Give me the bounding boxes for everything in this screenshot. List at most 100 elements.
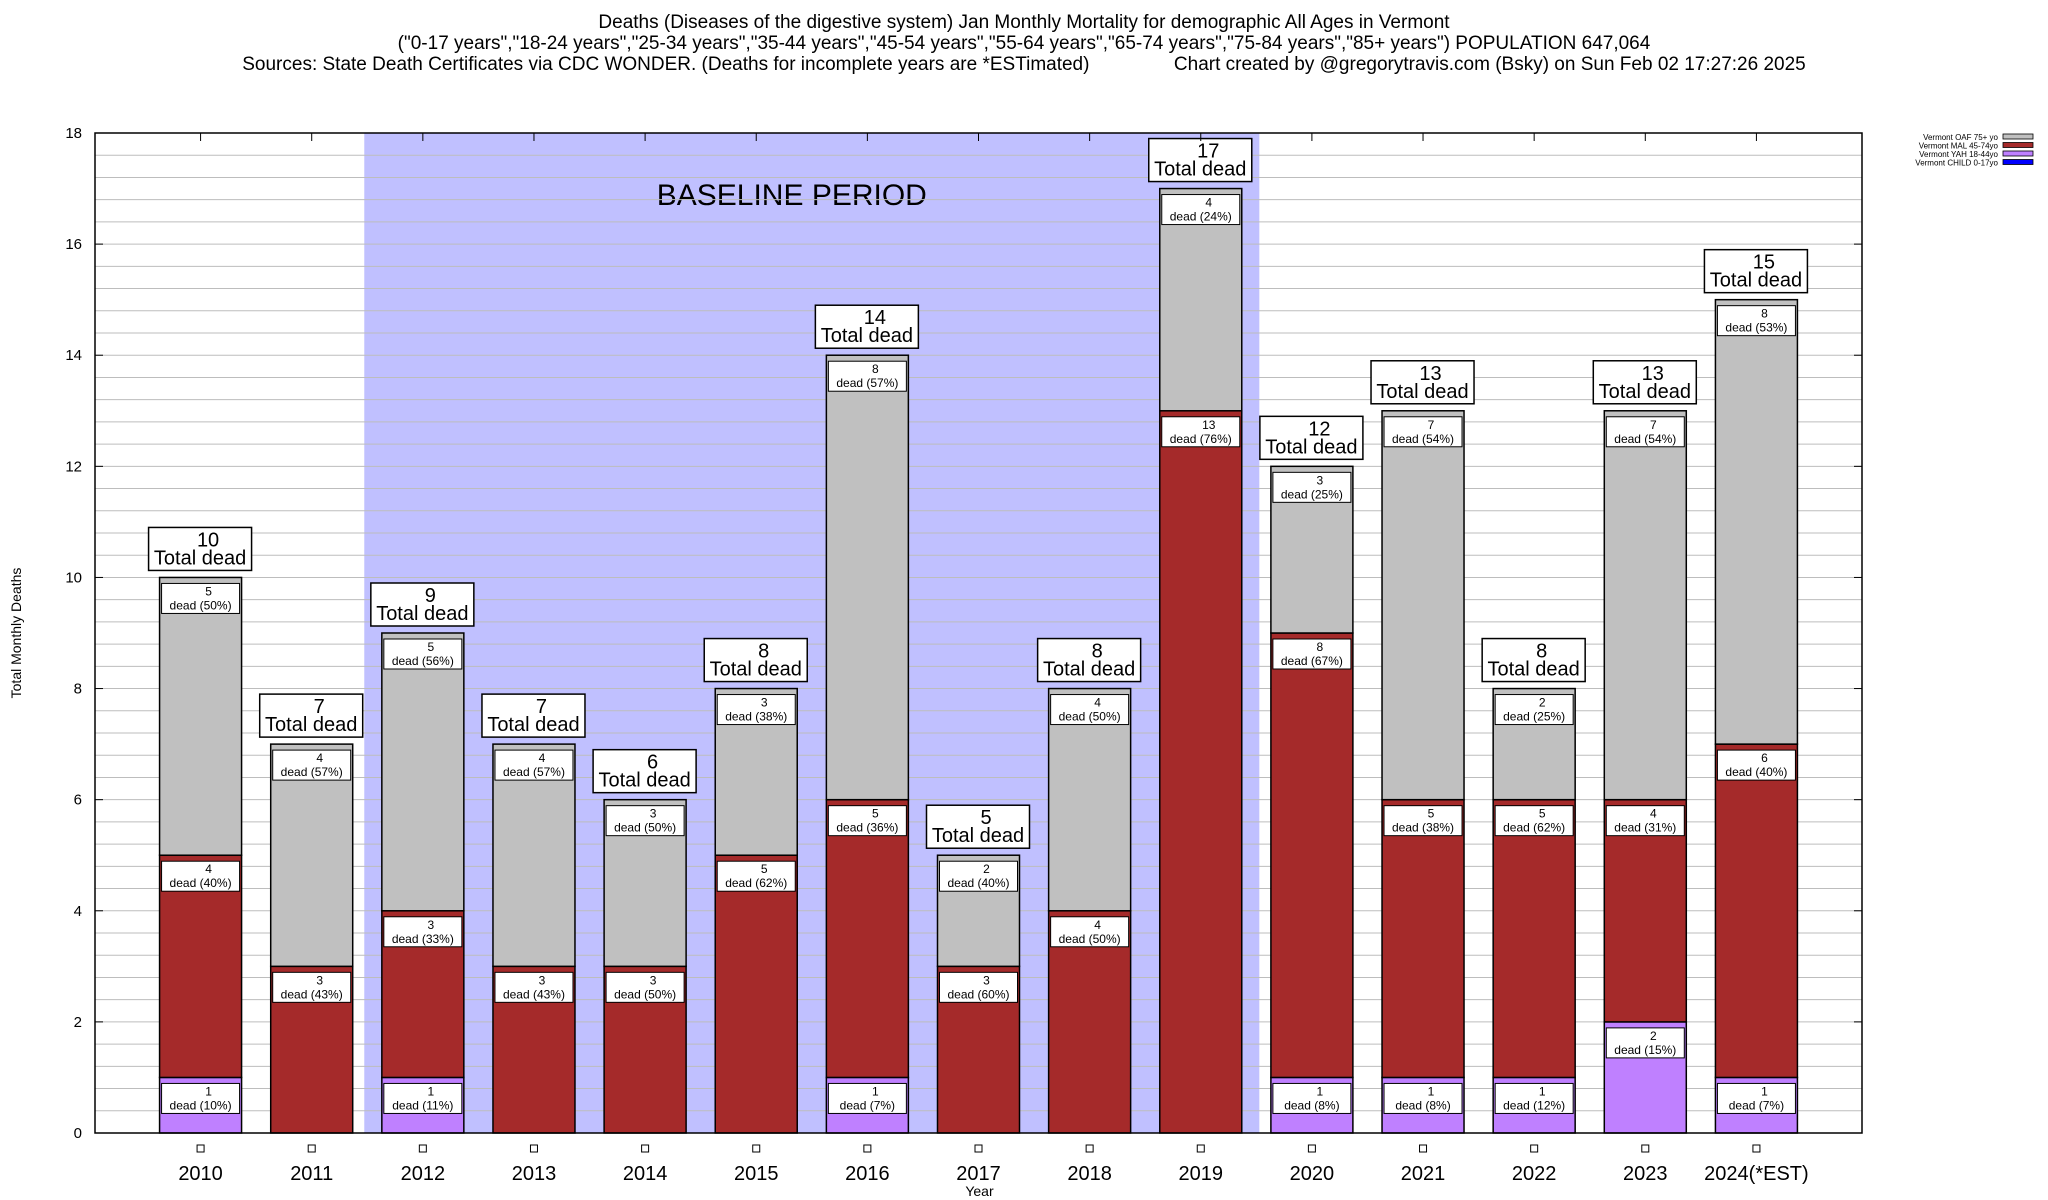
total-label-box [147,526,253,572]
segment-label-count: 1 [1761,1084,1768,1098]
segment-label-count: 1 [1428,1084,1435,1098]
total-label-count: 9 [425,585,436,607]
segment-label-box [272,749,352,781]
x-tick-label: 2010 [178,1163,223,1185]
x-tick-label: 2018 [1067,1163,1112,1185]
segment-label-box [827,805,907,837]
segment-label-count: 1 [1539,1084,1546,1098]
segment-label-percent: dead (53%) [1725,321,1787,335]
x-tick-label: 2016 [845,1163,890,1185]
segment-label-box [1605,416,1685,448]
legend-swatch [2002,142,2034,148]
total-label-box [925,804,1031,849]
segment-label-percent: dead (60%) [947,987,1009,1001]
segment-label-percent: dead (11%) [392,1098,453,1112]
x-tick-marker [1752,1144,1761,1153]
bar-segment [1492,798,1576,1079]
segment-label-count: 1 [872,1084,879,1098]
legend-swatch [2002,159,2034,165]
x-tick-label: 2014 [623,1163,668,1185]
segment-label-percent: dead (43%) [281,987,343,1001]
chart-subtitle-age-groups: ("0-17 years","18-24 years","25-34 years… [397,33,1651,54]
bar-segment [1047,910,1132,1134]
bar-segment [1159,187,1243,412]
segment-label-count: 3 [1317,473,1324,487]
total-label-text: Total dead [265,714,357,736]
total-label-box [703,637,808,683]
total-label-box [1592,360,1698,405]
segment-label-box [1050,916,1130,948]
segment-label-percent: dead (40%) [947,876,1009,890]
segment-label-percent: dead (40%) [170,876,232,890]
bar-segment [1047,687,1132,912]
segment-label-count: 4 [205,862,212,876]
total-label-count: 10 [197,529,219,551]
segment-label-box [716,694,796,726]
segment-label-box [1272,471,1352,503]
chart-title: Deaths (Diseases of the digestive system… [598,12,1450,33]
y-tick-label: 8 [74,681,82,698]
total-label-count: 17 [1197,141,1219,163]
total-label-count: 8 [1536,641,1547,663]
total-label-box [1481,637,1586,683]
x-tick-label: 2015 [734,1163,779,1185]
total-label-count: 15 [1753,252,1775,274]
segment-label-percent: dead (24%) [1170,210,1232,224]
segment-label-percent: dead (57%) [503,765,565,779]
total-label-box [370,582,475,627]
chart-source-credit: Sources: State Death Certificates via CD… [242,54,1806,75]
bar-segment [1381,410,1465,801]
segment-label-count: 3 [427,918,434,932]
total-label-box [1703,248,1809,294]
segment-label-count: 2 [1539,696,1546,710]
segment-label-percent: dead (50%) [1059,932,1121,946]
segment-label-percent: dead (36%) [836,821,898,835]
bar-segment [825,354,910,801]
segment-label-percent: dead (33%) [392,932,454,946]
segment-label-count: 3 [316,973,323,987]
x-tick-label: 2020 [1290,1163,1335,1185]
legend-label: Vermont YAH 18-44yo [1919,150,1998,159]
segment-label-count: 8 [872,362,879,376]
segment-label-percent: dead (50%) [1059,710,1121,724]
segment-label-box [161,1082,241,1114]
total-label-box [592,748,697,794]
segment-label-box [494,749,574,781]
bar-segment [158,854,243,1079]
x-tick-label: 2023 [1623,1163,1668,1185]
bar-segment [381,632,465,912]
bar-segment [1603,798,1688,1023]
total-label-text: Total dead [487,714,579,736]
total-label-text: Total dead [1710,270,1802,292]
bar-segment [1714,298,1799,745]
x-tick-label: 2017 [956,1163,1001,1185]
segment-label-count: 8 [1761,307,1768,321]
total-label-box [1036,637,1142,683]
segment-label-count: 2 [1650,1029,1657,1043]
segment-label-box [1494,1082,1574,1114]
segment-label-box [1716,749,1796,781]
bar-segment [1381,798,1465,1079]
segment-label-box [1494,805,1574,837]
bar-segment [1159,410,1243,1134]
x-tick-marker [307,1144,316,1153]
segment-label-percent: dead (12%) [1503,1098,1565,1112]
segment-label-count: 4 [316,751,323,765]
segment-label-box [1161,416,1241,448]
segment-label-percent: dead (43%) [503,987,565,1001]
total-label-count: 14 [864,307,886,329]
segment-label-box [1050,694,1130,726]
segment-label-percent: dead (10%) [170,1098,232,1112]
total-label-text: Total dead [154,547,246,569]
segment-label-percent: dead (56%) [392,654,454,668]
segment-label-box [1383,1082,1463,1114]
segment-label-box [827,1082,907,1114]
y-tick-label: 14 [65,347,82,364]
bar-segment [1714,743,1799,1079]
x-tick-label: 2011 [290,1163,333,1185]
segment-label-count: 3 [650,807,657,821]
bar-segment [714,854,798,1134]
segment-label-count: 7 [1650,418,1657,432]
segment-label-box [939,860,1018,892]
segment-label-box [383,1082,463,1114]
